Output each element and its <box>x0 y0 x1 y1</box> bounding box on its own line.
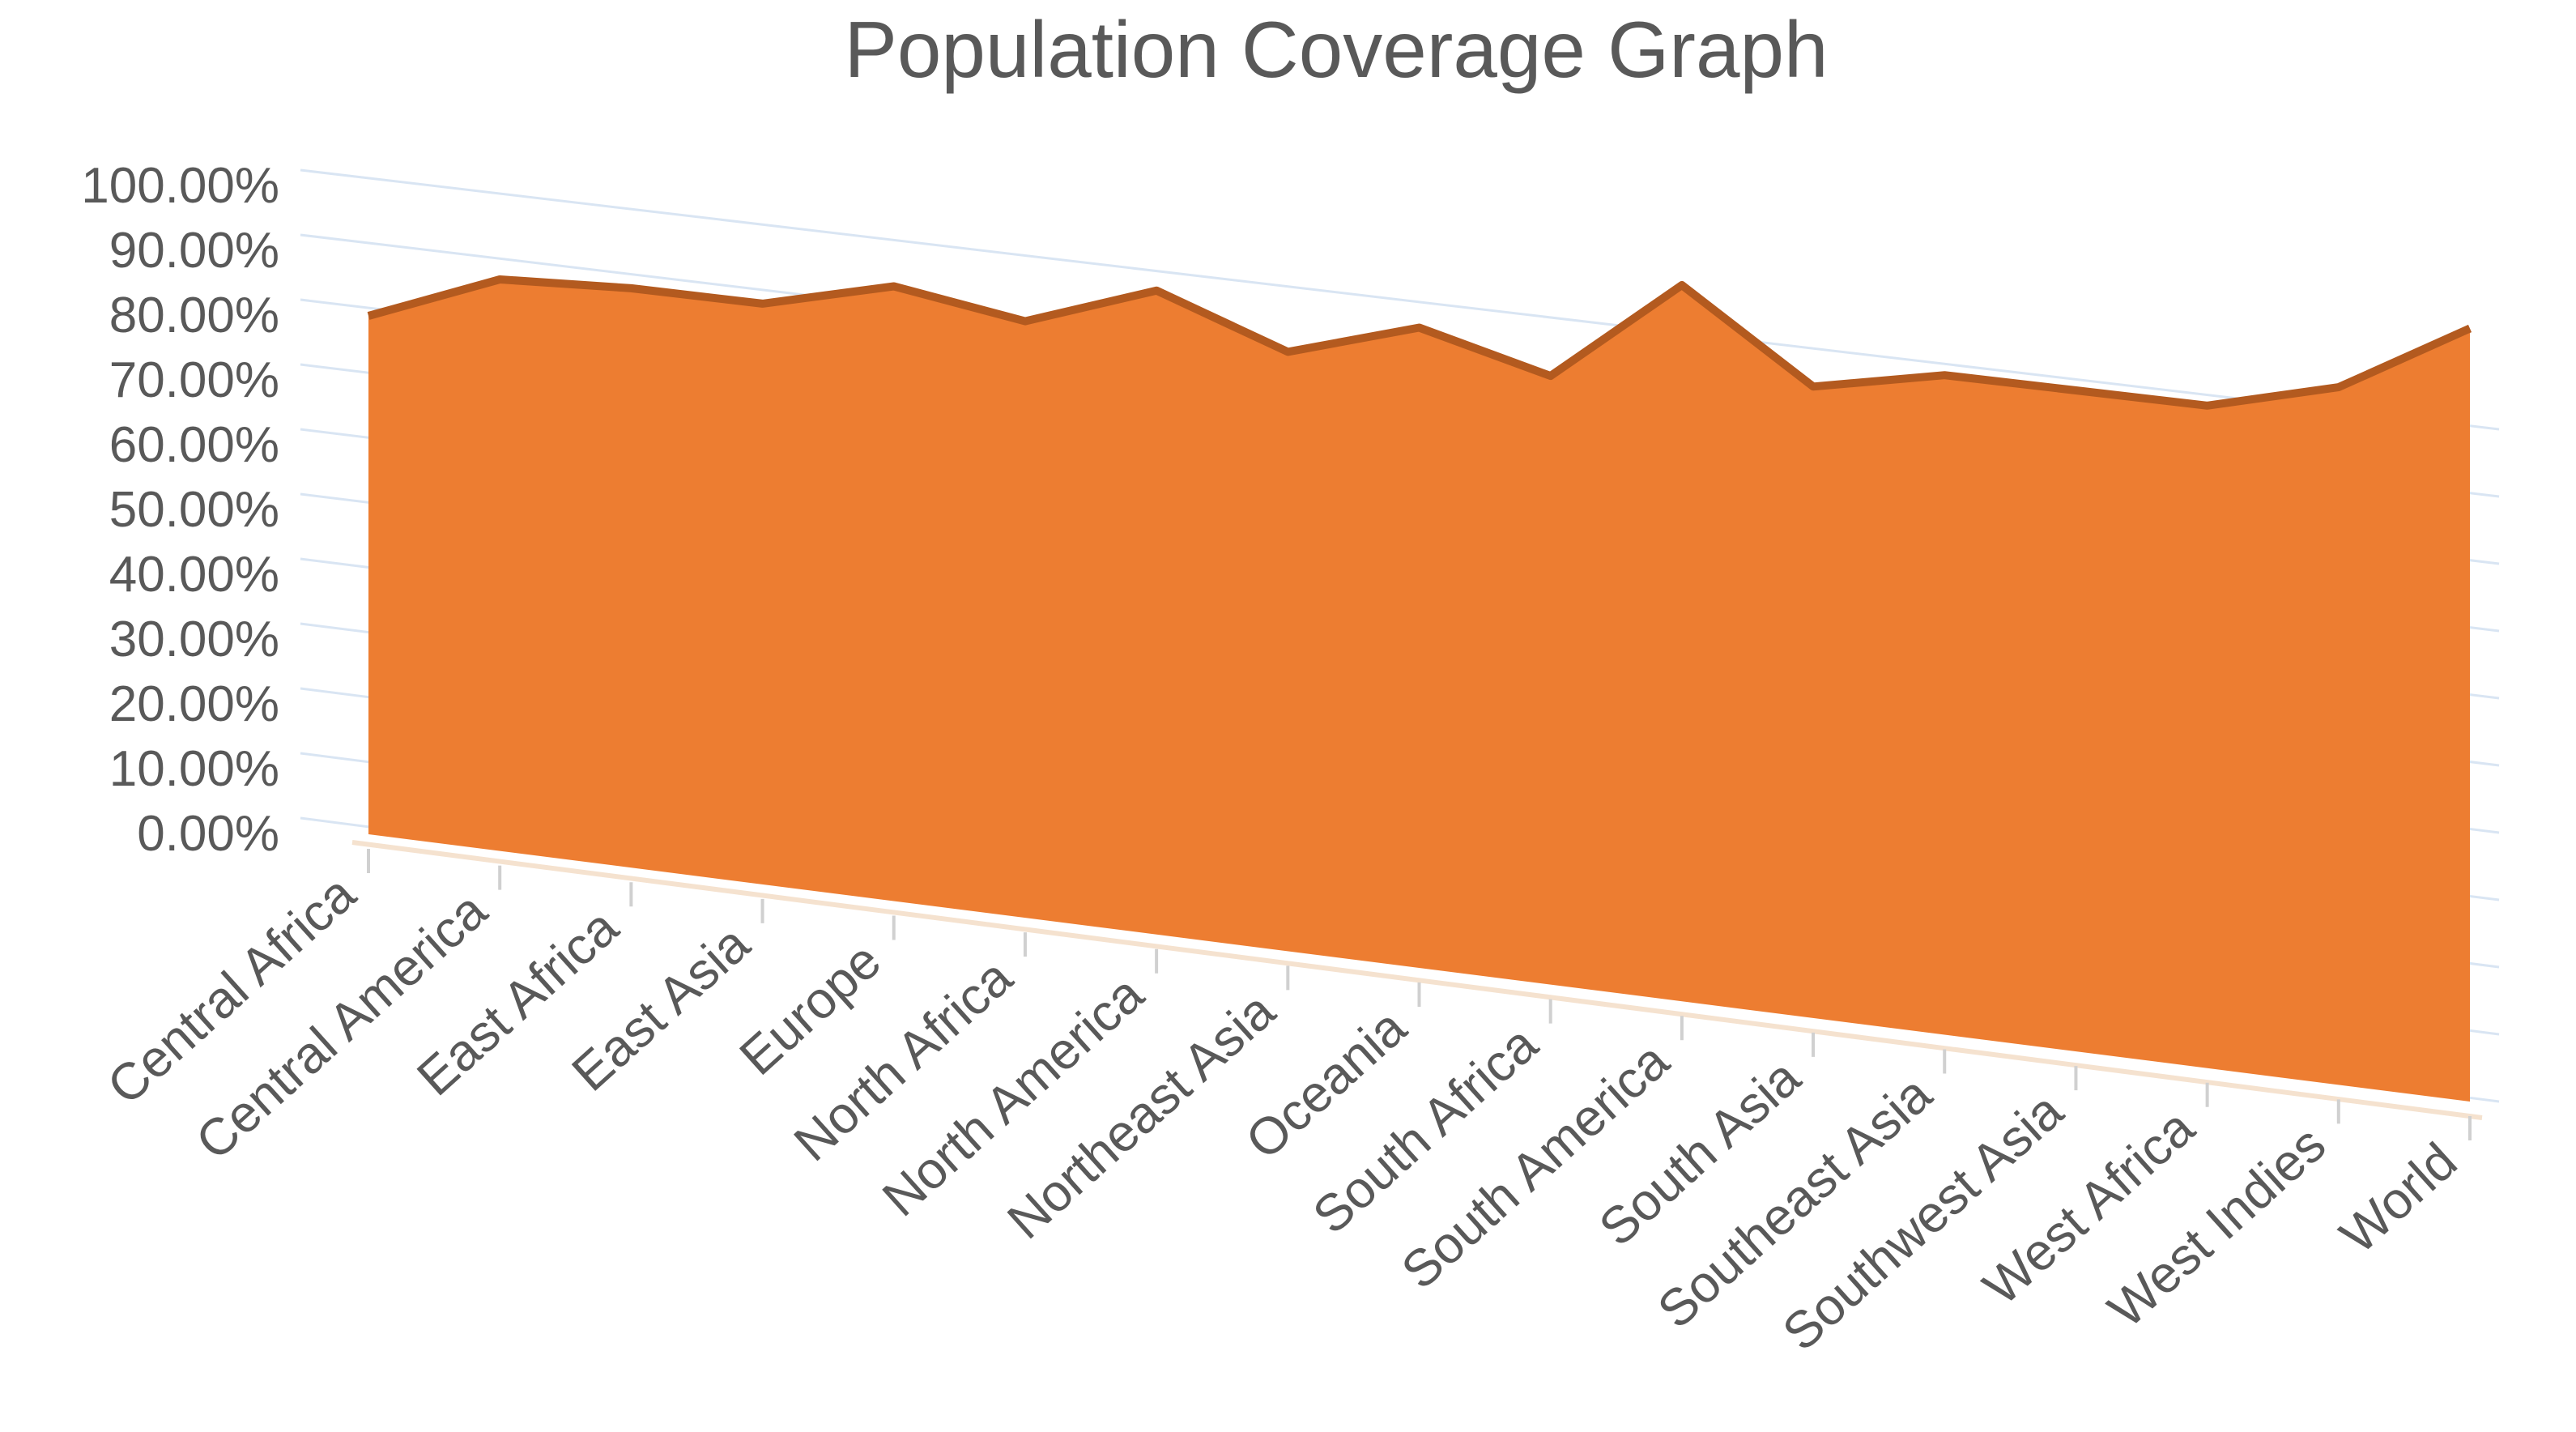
y-tick-label-7: 70.00% <box>109 352 279 408</box>
x-category-label-7: Northeast Asia <box>996 981 1286 1250</box>
x-category-label-10: South America <box>1390 1031 1680 1300</box>
y-tick-label-1: 10.00% <box>109 741 279 797</box>
area-top-edge <box>367 275 2472 410</box>
y-tick-label-5: 50.00% <box>109 482 279 538</box>
y-tick-label-4: 40.00% <box>109 547 279 603</box>
y-tick-label-9: 90.00% <box>109 223 279 279</box>
x-category-label-6: North America <box>871 964 1155 1227</box>
y-tick-label-10: 100.00% <box>81 158 279 214</box>
area-fill <box>368 279 2470 1102</box>
area-series <box>367 275 2472 1102</box>
y-tick-label-2: 20.00% <box>109 676 279 732</box>
gridline-10 <box>300 168 2500 431</box>
y-tick-label-0: 0.00% <box>137 806 279 862</box>
y-axis: 0.00% 10.00% 20.00% 30.00% 40.00% 50.00% 60.00… <box>81 158 279 862</box>
y-tick-label-6: 60.00% <box>109 417 279 473</box>
x-axis-line <box>351 840 2483 1120</box>
chart-title: Population Coverage Graph <box>845 5 1829 94</box>
y-tick-label-3: 30.00% <box>109 612 279 667</box>
y-tick-label-8: 80.00% <box>109 288 279 343</box>
x-category-label-16: World <box>2329 1132 2468 1265</box>
